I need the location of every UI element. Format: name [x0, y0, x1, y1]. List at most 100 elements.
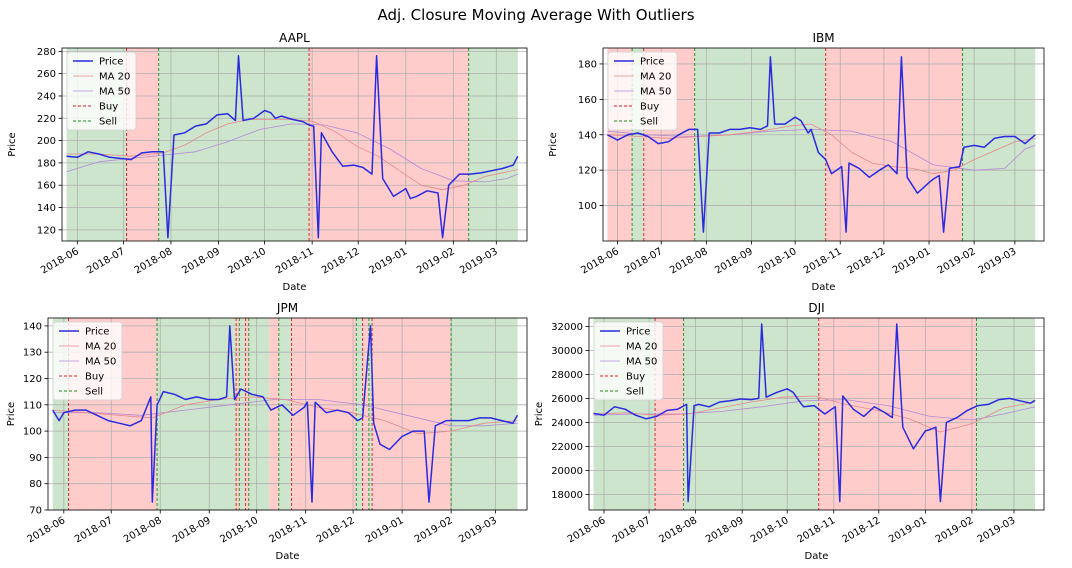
price-line: [52, 325, 519, 503]
sell-region: [683, 318, 819, 510]
y-tick-label: 32000: [551, 322, 583, 333]
y-axis-label: Price: [534, 402, 545, 426]
legend-box: [52, 321, 123, 401]
ma50-line: [52, 399, 518, 427]
legend: Price MA 20 MA 50 Buy Sell: [52, 321, 123, 401]
legend-ma50-label: MA 50: [626, 357, 657, 368]
buy-region: [825, 48, 963, 241]
y-tick-label: 220: [37, 114, 56, 125]
axes-frame: [61, 47, 528, 242]
series: [52, 325, 519, 503]
legend-sell-label: Sell: [640, 117, 658, 128]
buy-region: [291, 318, 357, 510]
sell-region: [239, 318, 246, 510]
ma20-line: [66, 119, 518, 191]
legend-ma50-label: MA 50: [99, 87, 130, 98]
y-tick-label: 22000: [551, 442, 583, 453]
x-axis-label: Date: [283, 282, 307, 293]
legend-ma50-label: MA 50: [85, 357, 116, 368]
grid: [589, 318, 1044, 510]
chart-title: IBM: [812, 31, 834, 45]
legend-box: [593, 321, 664, 401]
y-tick-label: 70: [29, 506, 42, 517]
legend-price-label: Price: [626, 327, 650, 338]
price-line: [607, 56, 1036, 233]
legend-ma20-label: MA 20: [626, 342, 657, 353]
ma20-line: [52, 396, 518, 435]
sell-region: [976, 318, 1035, 510]
chart-title: JPM: [276, 301, 298, 315]
legend-price-label: Price: [640, 57, 664, 68]
legend-sell-label: Sell: [99, 117, 117, 128]
y-tick-label: 100: [23, 427, 42, 438]
series: [607, 56, 1036, 233]
sell-region: [278, 318, 292, 510]
series: [66, 55, 519, 239]
sell-region: [962, 48, 1036, 241]
buy-region: [269, 318, 279, 510]
legend: Price MA 20 MA 50 Buy Sell: [593, 321, 664, 401]
sell-region: [451, 318, 518, 510]
buy-region: [245, 318, 249, 510]
y-tick-label: 180: [578, 59, 597, 70]
y-tick-label: 120: [23, 374, 42, 385]
y-tick-label: 80: [29, 479, 42, 490]
y-tick-label: 28000: [551, 370, 583, 381]
y-tick-label: 160: [37, 181, 56, 192]
buy-region: [362, 318, 369, 510]
sell-region: [468, 48, 518, 241]
legend: Price MA 20 MA 50 Buy Sell: [66, 51, 137, 131]
y-tick-label: 120: [578, 166, 597, 177]
x-axis-label: Date: [805, 551, 829, 562]
y-axis: 120 140 160 180 200 220 240 260 280: [37, 47, 62, 236]
legend-ma20-label: MA 20: [85, 342, 116, 353]
y-tick-label: 120: [37, 225, 56, 236]
legend-price-label: Price: [85, 327, 109, 338]
legend-box: [607, 51, 678, 131]
y-tick-label: 200: [37, 136, 56, 147]
ma50-line: [593, 399, 1036, 421]
legend-box: [66, 51, 137, 131]
y-tick-label: 130: [23, 348, 42, 359]
legend-price-label: Price: [99, 57, 123, 68]
y-tick-label: 260: [37, 69, 56, 80]
legend-buy-label: Buy: [626, 372, 645, 383]
y-axis-label: Price: [6, 402, 17, 426]
y-tick-label: 18000: [551, 490, 583, 501]
y-axis-label: Price: [7, 132, 18, 156]
buy-region: [372, 318, 452, 510]
sell-region: [694, 48, 826, 241]
chart-title: AAPL: [279, 31, 310, 45]
y-tick-label: 24000: [551, 418, 583, 429]
buy-region: [309, 48, 469, 241]
legend-buy-label: Buy: [99, 102, 118, 113]
legend-ma20-label: MA 20: [99, 72, 130, 83]
ma50-line: [607, 128, 1036, 171]
legend-sell-label: Sell: [85, 387, 103, 398]
buy-region: [236, 318, 240, 510]
axes-frame: [602, 47, 1045, 242]
y-axis: 100 120 140 160 180: [578, 59, 603, 212]
y-tick-label: 90: [29, 453, 42, 464]
y-tick-label: 160: [578, 95, 597, 106]
legend: Price MA 20 MA 50 Buy Sell: [607, 51, 678, 131]
y-tick-label: 100: [578, 201, 597, 212]
axes-frame: [588, 317, 1045, 511]
axes-frame: [47, 317, 528, 511]
price-line: [66, 55, 519, 239]
series: [593, 323, 1036, 503]
sell-region: [157, 318, 237, 510]
y-tick-label: 20000: [551, 466, 583, 477]
y-tick-label: 140: [578, 130, 597, 141]
y-tick-label: 30000: [551, 346, 583, 357]
sell-region: [158, 48, 310, 241]
y-tick-label: 280: [37, 47, 56, 58]
y-axis-label: Price: [548, 132, 559, 156]
signal-regions: [607, 48, 1036, 241]
chart-title: DJI: [808, 301, 824, 315]
y-tick-label: 110: [23, 400, 42, 411]
y-axis: 18000 20000 22000 24000 26000 28000 30000 32000: [551, 322, 589, 501]
y-tick-label: 140: [37, 203, 56, 214]
